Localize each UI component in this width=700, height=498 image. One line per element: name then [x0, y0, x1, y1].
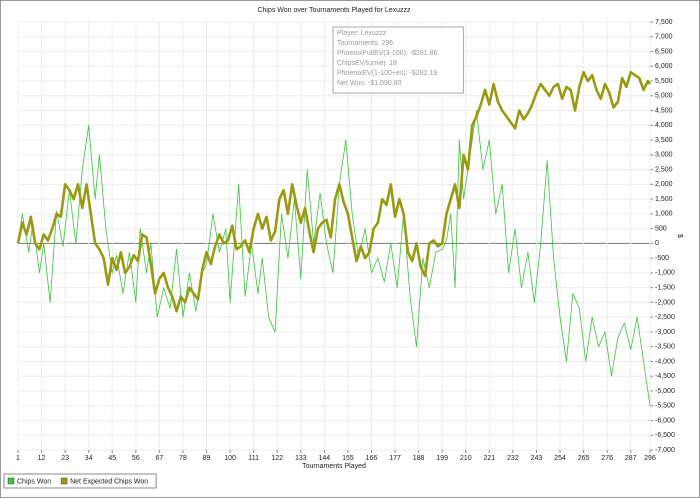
- y-tick-label: -1,000: [655, 270, 675, 277]
- y-tick-label: -5,500: [655, 403, 675, 410]
- y-tick-label: -3,000: [655, 329, 675, 336]
- y-tick-label: 500: [655, 225, 667, 232]
- x-axis-label: Tournaments Played: [302, 463, 366, 470]
- x-tick-label: 296: [644, 455, 656, 462]
- y-tick-label: 5,500: [655, 78, 673, 85]
- x-tick-label: 89: [203, 455, 211, 462]
- x-tick-label: 232: [507, 455, 519, 462]
- x-tick-label: 133: [295, 455, 307, 462]
- y-tick-label: -2,000: [655, 299, 675, 306]
- info-line: Tournaments: 296: [337, 40, 393, 47]
- y-tick-label: 3,000: [655, 152, 673, 159]
- y-tick-label: 2,000: [655, 181, 673, 188]
- x-tick-label: 12: [38, 455, 46, 462]
- x-tick-label: 265: [578, 455, 590, 462]
- info-line: Net Won: -$1,090.80: [337, 80, 402, 87]
- x-tick-label: 34: [85, 455, 93, 462]
- y-tick-label: 6,500: [655, 48, 673, 55]
- x-tick-label: 177: [389, 455, 401, 462]
- info-box-frame: [332, 26, 464, 94]
- x-tick-label: 100: [224, 455, 236, 462]
- y-tick-label: 4,500: [655, 107, 673, 114]
- info-line: PhoenixPullEV(3-100): -$281.86: [337, 50, 438, 57]
- y-tick-label: -5,000: [655, 388, 675, 395]
- x-tick-label: 287: [625, 455, 637, 462]
- x-tick-label: 111: [248, 455, 259, 462]
- y-tick-label: 6,000: [655, 63, 673, 70]
- y-axis-label: $: [676, 234, 683, 238]
- series-line: [16, 70, 652, 313]
- x-tick-label: 243: [531, 455, 543, 462]
- info-line: ChipsEV/turniej: 18: [337, 60, 397, 67]
- x-tick-label: 188: [413, 455, 425, 462]
- x-tick-label: 254: [554, 455, 566, 462]
- y-tick-label: -1,500: [655, 284, 675, 291]
- y-tick-label: -7,000: [655, 447, 675, 454]
- y-tick-label: -6,000: [655, 417, 675, 424]
- info-box: Player: Lexuzzz Tournaments: 296 PhoenixPu…: [332, 26, 464, 94]
- x-tick-label: 23: [61, 455, 69, 462]
- legend-box: [3, 473, 157, 489]
- y-tick-label: -4,000: [655, 358, 675, 365]
- x-tick-label: 155: [342, 455, 354, 462]
- x-tick-label: 122: [271, 455, 283, 462]
- x-tick-label: 221: [483, 455, 495, 462]
- y-tick-label: 0: [655, 240, 659, 247]
- x-tick-label: 78: [179, 455, 187, 462]
- y-tick-label: -4,500: [655, 373, 675, 380]
- x-tick-label: 166: [366, 455, 378, 462]
- y-tick-label: -3,500: [655, 344, 675, 351]
- x-tick-label: 144: [319, 455, 331, 462]
- x-tick-label: 210: [460, 455, 472, 462]
- y-tick-label: 5,000: [655, 93, 673, 100]
- y-tick-label: 1,500: [655, 196, 673, 203]
- x-tick-label: 1: [16, 455, 20, 462]
- y-tick-label: 1,000: [655, 211, 673, 218]
- legend: Chips Won Net Expected Chips Won: [3, 473, 157, 489]
- legend-swatch: [7, 477, 15, 485]
- x-tick-label: 67: [155, 455, 163, 462]
- x-tick-label: 276: [601, 455, 613, 462]
- y-tick-label: 3,500: [655, 137, 673, 144]
- x-tick-label: 199: [436, 455, 448, 462]
- y-tick-label: -500: [655, 255, 669, 262]
- y-tick-label: 4,000: [655, 122, 673, 129]
- y-tick-label: 2,500: [655, 166, 673, 173]
- info-line: Player: Lexuzzz: [337, 30, 387, 37]
- series-line: [17, 110, 651, 406]
- y-tick-label: 7,500: [655, 19, 673, 26]
- x-tick-label: 56: [132, 455, 140, 462]
- info-line: PhoenixEV(1-100+es): -$282.19: [337, 70, 437, 77]
- x-tick-label: 45: [108, 455, 116, 462]
- y-tick-label: 7,000: [655, 34, 673, 41]
- legend-label: Net Expected Chips Won: [70, 478, 148, 485]
- chart-title: Chips Won over Tournaments Played for Le…: [257, 7, 411, 14]
- y-tick-label: -2,500: [655, 314, 675, 321]
- legend-label: Chips Won: [17, 478, 51, 485]
- y-tick-label: -6,500: [655, 432, 675, 439]
- legend-swatch: [60, 477, 68, 485]
